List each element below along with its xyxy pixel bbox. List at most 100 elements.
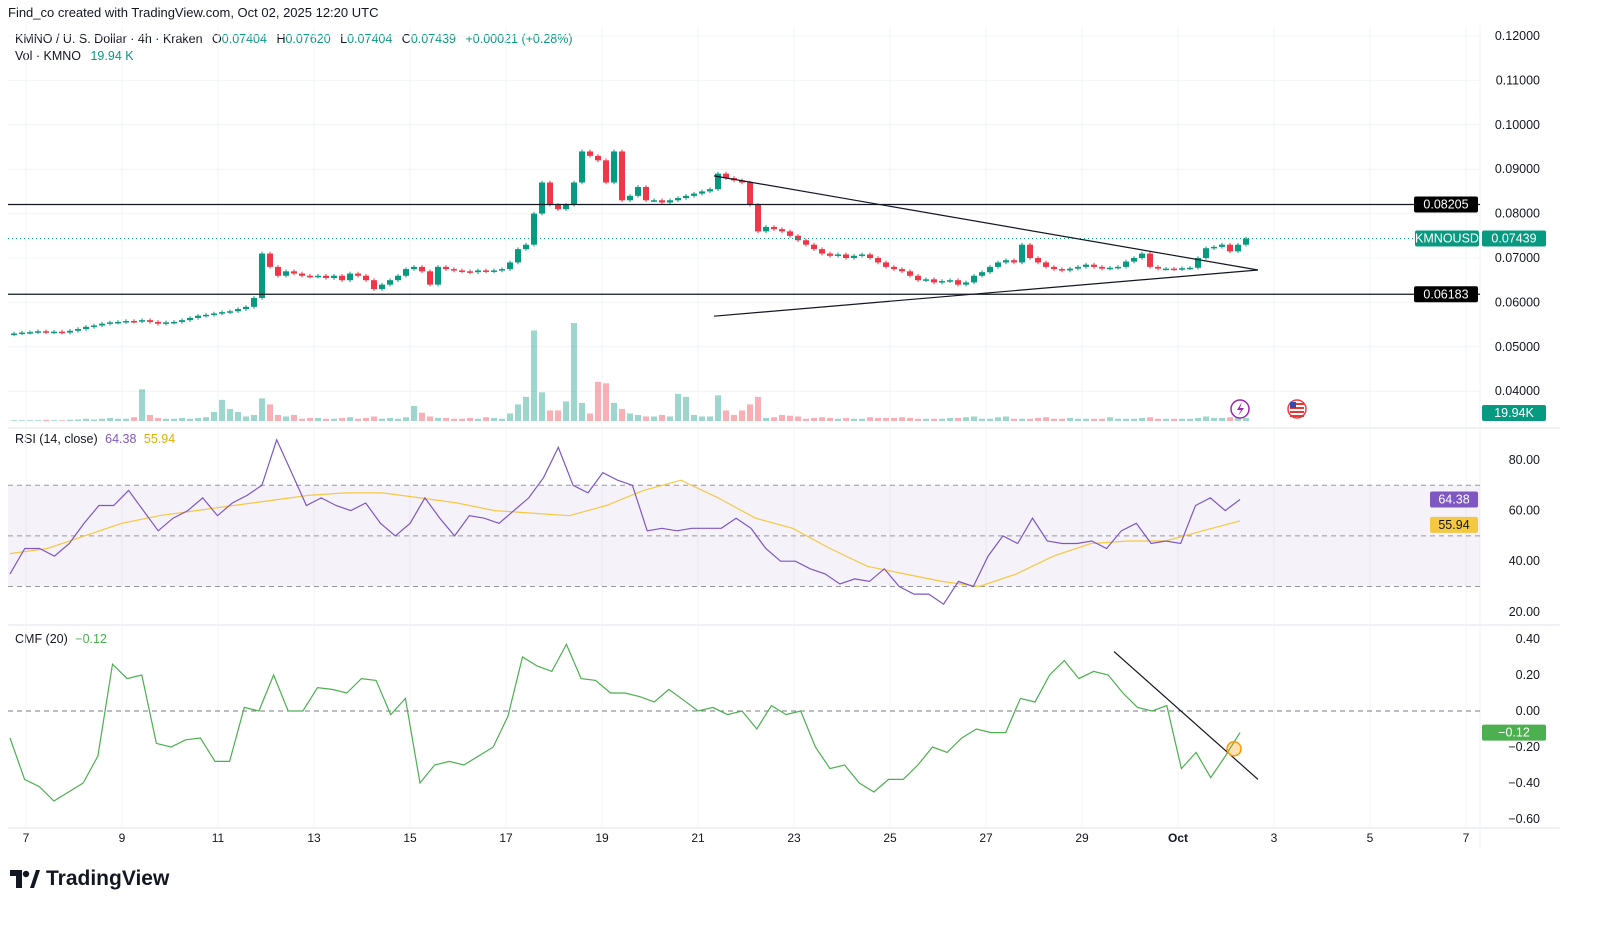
candle xyxy=(67,330,73,333)
candle xyxy=(811,244,817,250)
volume-bar xyxy=(315,417,321,421)
time-axis-label: 15 xyxy=(403,831,417,845)
candle xyxy=(1227,244,1233,252)
price-axis-label: 0.10000 xyxy=(1495,118,1540,132)
volume-bar xyxy=(251,414,257,421)
volume-bar xyxy=(651,416,657,421)
volume-bar xyxy=(499,418,505,421)
candle xyxy=(1147,253,1153,267)
volume-bar xyxy=(699,416,705,421)
candle xyxy=(651,200,657,202)
candle xyxy=(779,229,785,232)
candle xyxy=(1131,258,1137,262)
candle xyxy=(539,182,545,214)
cmf-axis-label: −0.40 xyxy=(1508,776,1540,790)
volume-bar xyxy=(835,418,841,421)
time-axis-label: 3 xyxy=(1271,831,1278,845)
volume-bar xyxy=(979,418,985,421)
candle xyxy=(179,320,185,322)
candle xyxy=(579,151,585,183)
volume-bar xyxy=(587,413,593,421)
candle xyxy=(451,269,457,271)
candle xyxy=(291,271,297,274)
volume-bar xyxy=(243,416,249,421)
volume-bar xyxy=(923,418,929,421)
candle xyxy=(1003,260,1009,263)
volume-bar xyxy=(995,417,1001,421)
candle xyxy=(475,270,481,273)
volume-label[interactable]: Vol · KMNO xyxy=(15,49,81,63)
rsi-band-fill xyxy=(8,485,1480,587)
volume-bar xyxy=(771,417,777,421)
time-axis-label: 21 xyxy=(691,831,705,845)
lightning-bolt xyxy=(1237,402,1244,416)
volume-bar xyxy=(1035,417,1041,421)
symbol-title[interactable]: KMNO / U. S. Dollar · 4h · Kraken xyxy=(15,32,203,46)
candle xyxy=(883,262,889,267)
volume-bar xyxy=(451,418,457,421)
candle xyxy=(971,275,977,283)
rsi-ma-value-label-box xyxy=(1430,516,1478,533)
volume-bars xyxy=(11,323,1249,421)
time-axis-label: 5 xyxy=(1367,831,1374,845)
candle xyxy=(1035,258,1041,263)
candle xyxy=(987,266,993,273)
volume-bar xyxy=(811,417,817,421)
candle xyxy=(555,204,561,210)
volume-bar xyxy=(827,417,833,421)
close-label: C xyxy=(401,32,411,46)
volume-bar xyxy=(19,420,25,421)
candle xyxy=(219,312,225,314)
cmf-line xyxy=(9,643,1241,802)
volume-bar xyxy=(851,418,857,421)
candle xyxy=(147,320,153,322)
candle xyxy=(1099,266,1105,269)
rsi-value-label: 64.38 xyxy=(1438,493,1469,507)
candle xyxy=(1235,244,1241,252)
volume-bar xyxy=(1051,418,1057,421)
volume-legend: Vol · KMNO 19.94 K xyxy=(15,49,134,63)
candle xyxy=(1171,268,1177,271)
flag-stripe xyxy=(1290,407,1304,409)
volume-bar xyxy=(1027,418,1033,421)
candle xyxy=(619,151,625,201)
volume-bar xyxy=(123,418,129,421)
candle xyxy=(91,325,97,327)
rsi-label[interactable]: RSI (14, close) xyxy=(15,432,98,446)
close-value: 0.07439 xyxy=(410,32,456,46)
candle xyxy=(979,272,985,276)
price-axis-label: 0.04000 xyxy=(1495,384,1540,398)
volume-bar xyxy=(971,416,977,421)
volume-label-box xyxy=(1482,405,1546,421)
volume-bar xyxy=(1011,418,1017,421)
rsi-axis-label: 60.00 xyxy=(1509,504,1540,518)
candle xyxy=(131,321,137,323)
volume-bar xyxy=(763,417,769,421)
level-low-label-box xyxy=(1414,286,1478,303)
volume-bar xyxy=(1235,417,1241,421)
candle xyxy=(1123,261,1129,267)
candle xyxy=(907,271,913,276)
candle xyxy=(915,275,921,281)
symbol-legend: KMNO / U. S. Dollar · 4h · Kraken O0.074… xyxy=(15,32,573,46)
volume-bar xyxy=(347,417,353,421)
candle xyxy=(323,275,329,278)
candle xyxy=(795,235,801,241)
candle xyxy=(11,333,17,335)
cmf-label[interactable]: CMF (20) xyxy=(15,632,68,646)
candle xyxy=(203,314,209,317)
volume-bar xyxy=(795,416,801,421)
volume-bar xyxy=(355,418,361,421)
tradingview-logo[interactable]: TradingView xyxy=(10,867,169,891)
candle xyxy=(259,253,265,298)
volume-bar xyxy=(627,413,633,421)
volume-bar xyxy=(1131,418,1137,421)
volume-bar xyxy=(339,417,345,421)
candle xyxy=(115,321,121,324)
volume-bar xyxy=(531,330,537,421)
volume-bar xyxy=(867,417,873,421)
candle xyxy=(611,151,617,183)
time-axis-label: 27 xyxy=(979,831,993,845)
candle xyxy=(99,323,105,326)
